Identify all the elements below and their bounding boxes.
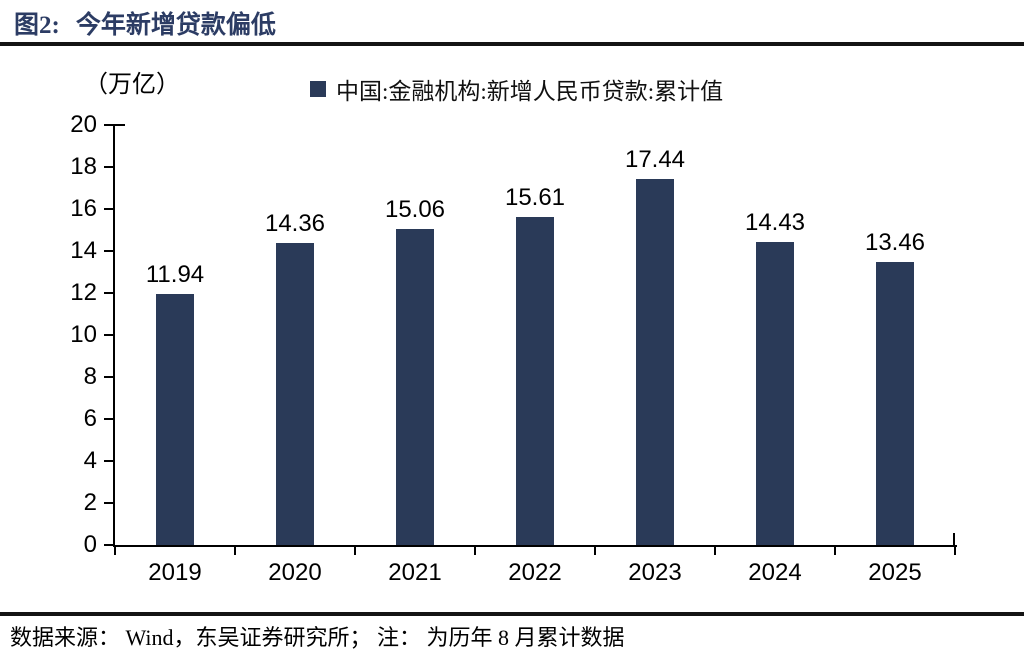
- y-tick-label: 0: [83, 531, 97, 558]
- source-note: 数据来源： Wind，东吴证券研究所； 注： 为历年 8 月累计数据: [10, 625, 625, 650]
- x-tick: [474, 546, 476, 555]
- y-tick: [104, 124, 115, 126]
- y-tick-label: 14: [70, 237, 97, 264]
- y-tick: [104, 250, 115, 252]
- y-tick-label: 6: [83, 405, 97, 432]
- x-axis-end-hook: [953, 533, 955, 545]
- x-tick: [594, 546, 596, 555]
- x-tick-label: 2020: [268, 559, 322, 586]
- y-tick: [104, 376, 115, 378]
- x-tick: [114, 546, 116, 555]
- y-tick-label: 2: [83, 489, 97, 516]
- y-tick: [104, 460, 115, 462]
- y-tick-label: 4: [83, 447, 97, 474]
- bar-value-label: 14.36: [264, 210, 326, 238]
- x-tick-label: 2019: [148, 559, 202, 586]
- y-tick-label: 20: [70, 111, 97, 138]
- y-tick: [104, 292, 115, 294]
- y-tick: [104, 502, 115, 504]
- bar-value-label: 13.46: [864, 229, 926, 257]
- chart-legend: 中国:金融机构:新增人民币贷款:累计值: [310, 72, 723, 106]
- bar-2022: [516, 217, 554, 545]
- bar-value-label: 15.61: [504, 184, 566, 212]
- y-tick-label: 8: [83, 363, 97, 390]
- x-tick-label: 2023: [628, 559, 682, 586]
- y-axis-unit-label: （万亿）: [84, 72, 180, 98]
- y-tick: [104, 544, 115, 546]
- legend-label: 中国:金融机构:新增人民币贷款:累计值: [336, 79, 724, 104]
- y-axis-end-hook: [115, 124, 125, 126]
- bar-2021: [396, 228, 434, 545]
- x-tick-label: 2021: [388, 559, 442, 586]
- bar-2023: [636, 178, 674, 545]
- bar-2024: [756, 241, 794, 545]
- x-tick: [234, 546, 236, 555]
- bar-value-label: 17.44: [624, 145, 686, 173]
- figure-title-text: 今年新增贷款偏低: [75, 12, 276, 39]
- bar-2025: [876, 262, 914, 545]
- y-tick: [104, 166, 115, 168]
- bar-value-label: 11.94: [145, 261, 205, 289]
- figure-title: 图2: 今年新增贷款偏低: [14, 5, 276, 41]
- y-tick-label: 18: [70, 153, 97, 180]
- bar-2019: [156, 294, 194, 545]
- x-axis-line: [113, 545, 957, 547]
- x-tick: [354, 546, 356, 555]
- y-tick-label: 16: [70, 195, 97, 222]
- figure-number: 图2:: [14, 12, 60, 39]
- top-divider: [0, 42, 1024, 46]
- legend-swatch: [310, 81, 326, 97]
- y-tick: [104, 418, 115, 420]
- x-tick: [834, 546, 836, 555]
- y-tick: [104, 334, 115, 336]
- bar-value-label: 15.06: [384, 195, 446, 223]
- y-tick: [104, 208, 115, 210]
- bar-value-label: 14.43: [744, 208, 806, 236]
- x-tick: [714, 546, 716, 555]
- bottom-divider: [0, 612, 1024, 616]
- x-tick: [954, 546, 956, 555]
- y-tick-label: 12: [70, 279, 97, 306]
- x-tick-label: 2025: [868, 559, 922, 586]
- x-tick-label: 2024: [748, 559, 802, 586]
- bar-2020: [276, 243, 314, 545]
- y-tick-label: 10: [70, 321, 97, 348]
- x-tick-label: 2022: [508, 559, 562, 586]
